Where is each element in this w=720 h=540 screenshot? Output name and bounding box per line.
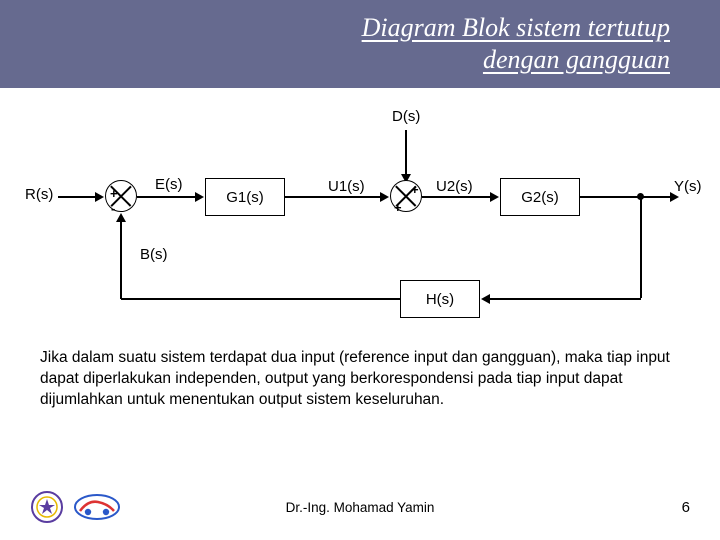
block-g2: G2(s)	[500, 178, 580, 216]
line-sum2-to-g2	[422, 196, 492, 198]
line-g1-to-sum2	[285, 196, 382, 198]
line-sum1-to-g1	[137, 196, 197, 198]
slide-title: Diagram Blok sistem tertutup dengan gang…	[362, 12, 670, 77]
sum2-sign-plus-bot: +	[394, 200, 402, 215]
arrow-to-g2	[490, 192, 499, 202]
label-error: E(s)	[155, 176, 183, 193]
label-reference: R(s)	[25, 186, 53, 203]
block-g1: G1(s)	[205, 178, 285, 216]
block-diagram: D(s) R(s) + - E(s) G1(s) U1(s) + + U2(s)…	[0, 88, 720, 348]
description-text: Jika dalam suatu sistem terdapat dua inp…	[0, 348, 720, 411]
sum1-sign-minus: -	[111, 201, 115, 216]
label-u1: U1(s)	[328, 178, 365, 195]
sum1-sign-plus: +	[110, 186, 118, 201]
slide-footer: Dr.-Ing. Mohamad Yamin 6	[0, 490, 720, 524]
line-r-to-sum1	[58, 196, 97, 198]
label-u2: U2(s)	[436, 178, 473, 195]
line-d-to-sum2	[405, 130, 407, 178]
footer-author: Dr.-Ing. Mohamad Yamin	[286, 500, 435, 515]
label-disturbance: D(s)	[392, 108, 420, 125]
line-h-to-sum1-h	[121, 298, 400, 300]
slide-header: Diagram Blok sistem tertutup dengan gang…	[0, 0, 720, 88]
arrow-to-sum2	[380, 192, 389, 202]
title-line-2: dengan gangguan	[483, 45, 670, 74]
title-line-1: Diagram Blok sistem tertutup	[362, 13, 670, 42]
university-logo-icon	[30, 490, 64, 524]
line-feedback-to-h	[490, 298, 641, 300]
sum2-sign-plus-top: +	[411, 182, 419, 197]
car-logo-icon	[74, 494, 120, 520]
page-number: 6	[682, 499, 690, 516]
line-g2-to-y	[580, 196, 672, 198]
label-feedback: B(s)	[140, 246, 168, 263]
arrow-r-to-sum1	[95, 192, 104, 202]
line-h-to-sum1-v	[120, 221, 122, 299]
block-h: H(s)	[400, 280, 480, 318]
label-output: Y(s)	[674, 178, 702, 195]
arrow-to-h	[481, 294, 490, 304]
arrow-to-g1	[195, 192, 204, 202]
footer-logos	[30, 490, 120, 524]
line-feedback-down	[640, 198, 642, 298]
arrow-feedback-to-sum1	[116, 213, 126, 222]
